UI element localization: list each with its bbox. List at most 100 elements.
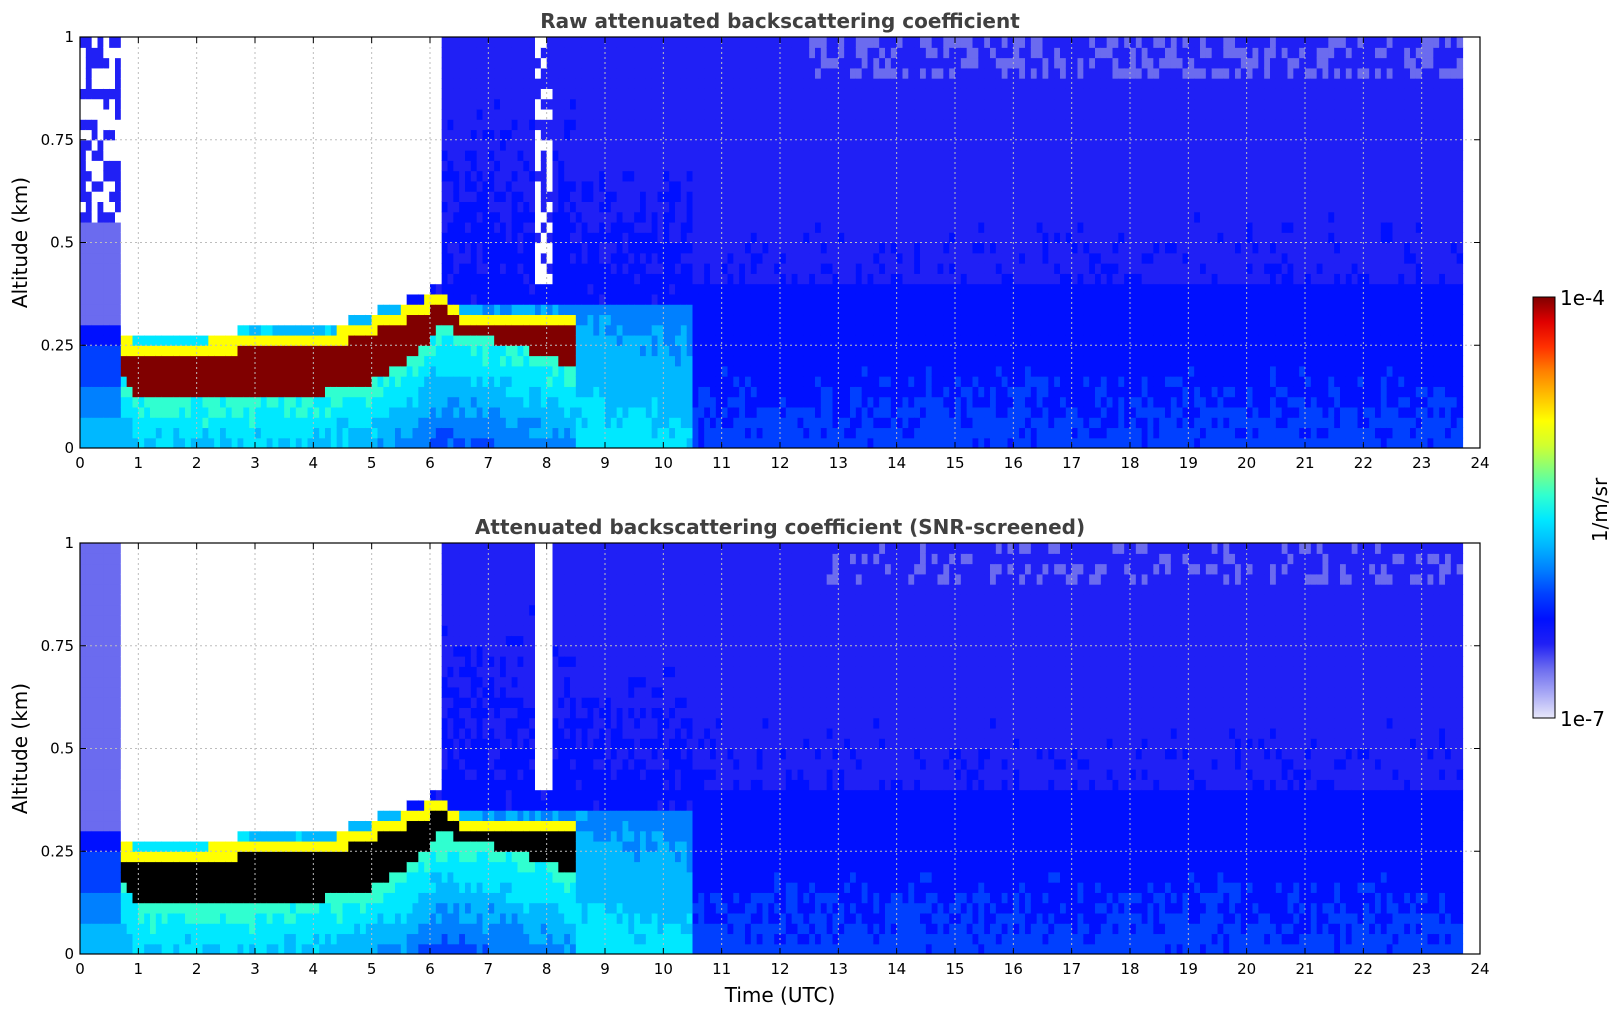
heatmap-cell	[768, 47, 775, 59]
heatmap-cell	[570, 232, 577, 244]
heatmap-cell	[400, 67, 408, 79]
heatmap-cell	[313, 314, 320, 326]
heatmap-cell	[768, 211, 775, 223]
heatmap-cell	[628, 98, 635, 110]
heatmap-cell	[225, 396, 233, 408]
heatmap-cell	[675, 417, 682, 429]
heatmap-cell	[511, 355, 519, 367]
heatmap-cell	[523, 47, 530, 59]
heatmap-cell	[383, 191, 390, 202]
heatmap-cell	[774, 396, 781, 408]
heatmap-cell	[173, 427, 180, 439]
heatmap-cell	[797, 334, 804, 346]
heatmap-cell	[686, 437, 694, 448]
heatmap-cell	[237, 98, 244, 110]
heatmap-cell	[144, 78, 151, 89]
heatmap-cell	[290, 201, 297, 213]
heatmap-cell	[313, 47, 320, 59]
heatmap-cell	[231, 211, 239, 223]
heatmap-cell	[517, 232, 524, 244]
heatmap-cell	[762, 180, 769, 192]
heatmap-cell	[161, 191, 169, 202]
heatmap-cell	[260, 324, 268, 336]
heatmap-cell	[400, 406, 408, 418]
heatmap-cell	[657, 191, 664, 202]
heatmap-cell	[301, 150, 309, 161]
heatmap-cell	[774, 211, 781, 223]
heatmap-cell	[155, 345, 163, 357]
heatmap-cell	[103, 191, 110, 202]
heatmap-cell	[202, 160, 209, 172]
heatmap-cell	[529, 37, 536, 48]
heatmap-cell	[150, 88, 157, 100]
heatmap-cell	[750, 88, 758, 100]
heatmap-cell	[365, 47, 373, 59]
heatmap-cell	[249, 47, 256, 59]
heatmap-cell	[739, 88, 746, 100]
heatmap-cell	[97, 119, 104, 131]
heatmap-cell	[453, 437, 460, 448]
heatmap-cell	[115, 170, 122, 182]
heatmap-cell	[564, 170, 571, 182]
heatmap-cell	[354, 119, 361, 131]
heatmap-cell	[610, 57, 618, 69]
heatmap-cell	[575, 232, 583, 244]
heatmap-cell	[704, 324, 711, 336]
heatmap-cell	[354, 191, 361, 202]
heatmap-cell	[435, 365, 443, 377]
heatmap-cell	[727, 57, 734, 69]
heatmap-cell	[575, 417, 583, 429]
heatmap-cell	[453, 334, 460, 346]
heatmap-cell	[389, 304, 396, 316]
heatmap-cell	[365, 191, 373, 202]
heatmap-cell	[430, 386, 437, 398]
heatmap-cell	[476, 314, 484, 326]
heatmap-cell	[266, 170, 274, 182]
heatmap-cell	[225, 406, 233, 418]
heatmap-cell	[360, 345, 367, 357]
heatmap-cell	[727, 160, 734, 172]
heatmap-cell	[354, 211, 361, 223]
heatmap-cell	[470, 293, 478, 305]
heatmap-cell	[616, 139, 624, 151]
heatmap-cell	[453, 304, 460, 316]
heatmap-cell	[529, 57, 536, 69]
heatmap-cell	[505, 376, 513, 387]
heatmap-cell	[144, 304, 151, 316]
heatmap-cell	[167, 191, 174, 202]
heatmap-cell	[424, 386, 431, 398]
heatmap-cell	[435, 37, 443, 48]
heatmap-cell	[185, 37, 192, 48]
heatmap-cell	[599, 170, 606, 182]
heatmap-cell	[395, 376, 402, 387]
heatmap-cell	[698, 98, 705, 110]
heatmap-cell	[383, 345, 390, 357]
heatmap-cell	[395, 293, 402, 305]
heatmap-cell	[704, 406, 711, 418]
heatmap-cell	[745, 242, 752, 254]
heatmap-cell	[155, 283, 163, 295]
heatmap-cell	[272, 304, 279, 316]
heatmap-cell	[797, 98, 804, 110]
heatmap-cell	[190, 334, 198, 346]
heatmap-cell	[150, 406, 157, 418]
heatmap-cell	[628, 221, 635, 233]
heatmap-cell	[710, 170, 717, 182]
heatmap-cell	[348, 180, 355, 192]
heatmap-cell	[453, 191, 460, 202]
heatmap-cell	[214, 427, 221, 439]
heatmap-cell	[663, 365, 670, 377]
heatmap-cell	[651, 417, 659, 429]
heatmap-cell	[424, 324, 431, 336]
heatmap-cell	[785, 57, 793, 69]
heatmap-cell	[354, 252, 361, 264]
heatmap-cell	[785, 47, 793, 59]
heatmap-cell	[389, 37, 396, 48]
heatmap-cell	[412, 324, 419, 336]
heatmap-cell	[511, 324, 519, 336]
heatmap-cell	[797, 47, 804, 59]
heatmap-cell	[284, 88, 291, 100]
heatmap-cell	[155, 242, 163, 254]
heatmap-cell	[138, 47, 145, 59]
heatmap-cell	[546, 139, 554, 151]
